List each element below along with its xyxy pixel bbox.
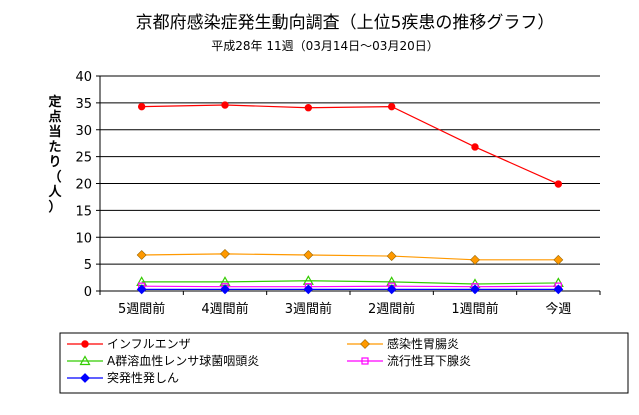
legend-label: 突発性発しん: [107, 370, 179, 385]
data-point: [303, 284, 314, 295]
y-axis-label-char: た: [48, 140, 61, 155]
series-line: [141, 280, 559, 285]
data-point: [303, 250, 314, 260]
y-tick-label: 35: [75, 97, 92, 112]
data-point: [136, 250, 147, 260]
x-tick-labels: 5週間前 4週間前 3週間前 2週間前 1週間前 今週: [118, 301, 571, 317]
data-point: [136, 284, 147, 295]
legend-label: 感染性胃腸炎: [387, 336, 459, 351]
y-tick-label: 20: [75, 178, 92, 193]
data-point: [304, 104, 313, 112]
legend-label: インフルエンザ: [107, 337, 191, 351]
data-point: [387, 102, 396, 111]
y-axis-label-char: ）: [48, 199, 61, 215]
x-tick-label: 1週間前: [451, 301, 498, 317]
data-point: [220, 248, 230, 259]
data-point: [137, 102, 146, 111]
legend-item: インフルエンザ: [67, 337, 191, 351]
data-point: [470, 254, 480, 265]
series-line: [141, 285, 559, 288]
legend-box: [59, 332, 629, 394]
legend-label: A群溶血性レンサ球菌咽頭炎: [107, 353, 259, 368]
y-tick-label: 0: [84, 285, 92, 300]
axes: [96, 75, 601, 295]
legend-item: A群溶血性レンサ球菌咽頭炎: [67, 353, 259, 368]
y-tick-label: 10: [75, 231, 92, 246]
data-point: [553, 284, 564, 295]
series-4: [136, 284, 564, 295]
legend-item: 流行性耳下腺炎: [347, 354, 471, 368]
y-tick-labels: 0 5 10 15 20 25 30 35 40: [75, 70, 92, 300]
x-tick-label: 今週: [545, 301, 571, 317]
chart-title: 京都府感染症発生動向調査（上位5疾患の推移グラフ）: [136, 13, 555, 33]
x-tick-label: 4週間前: [201, 301, 248, 317]
y-axis-label-char: り: [48, 155, 61, 170]
series-0: [137, 101, 563, 188]
data-point: [221, 101, 229, 109]
legend-marker: [80, 373, 90, 383]
y-axis-label-char: 人: [48, 184, 62, 200]
legend-label: 流行性耳下腺炎: [387, 354, 471, 368]
series-line: [141, 253, 559, 261]
y-tick-label: 15: [75, 204, 92, 219]
data-point: [554, 180, 563, 188]
y-axis-label-char: 当: [48, 124, 61, 140]
legend-marker: [81, 340, 89, 348]
y-tick-label: 5: [84, 258, 92, 273]
data-point: [471, 143, 479, 151]
legend-item: 感染性胃腸炎: [347, 336, 459, 351]
data-point: [470, 284, 480, 295]
y-axis-label-char: （: [48, 169, 61, 185]
x-tick-label: 3週間前: [285, 301, 332, 317]
data-point: [386, 284, 397, 295]
y-tick-label: 30: [75, 124, 92, 139]
legend-marker: [360, 339, 370, 349]
x-tick-label: 5週間前: [118, 301, 165, 317]
y-tick-label: 25: [75, 151, 92, 166]
legend-marker: [361, 357, 369, 365]
grid-lines: [100, 75, 600, 265]
data-point: [386, 251, 397, 261]
series-2: [136, 275, 564, 289]
chart-subtitle: 平成28年 11週（03月14日～03月20日）: [211, 39, 438, 53]
y-tick-label: 40: [75, 70, 92, 85]
data-point: [220, 284, 230, 295]
legend-item: 突発性発しん: [67, 370, 179, 385]
y-axis-label-char: 点: [48, 109, 61, 125]
x-tick-label: 2週間前: [368, 301, 415, 317]
series-1: [136, 248, 564, 265]
y-axis-label-char: 定: [47, 94, 61, 110]
series-group: [136, 101, 564, 295]
series-line: [141, 104, 559, 185]
legend-marker: [79, 355, 91, 366]
data-point: [553, 254, 564, 265]
